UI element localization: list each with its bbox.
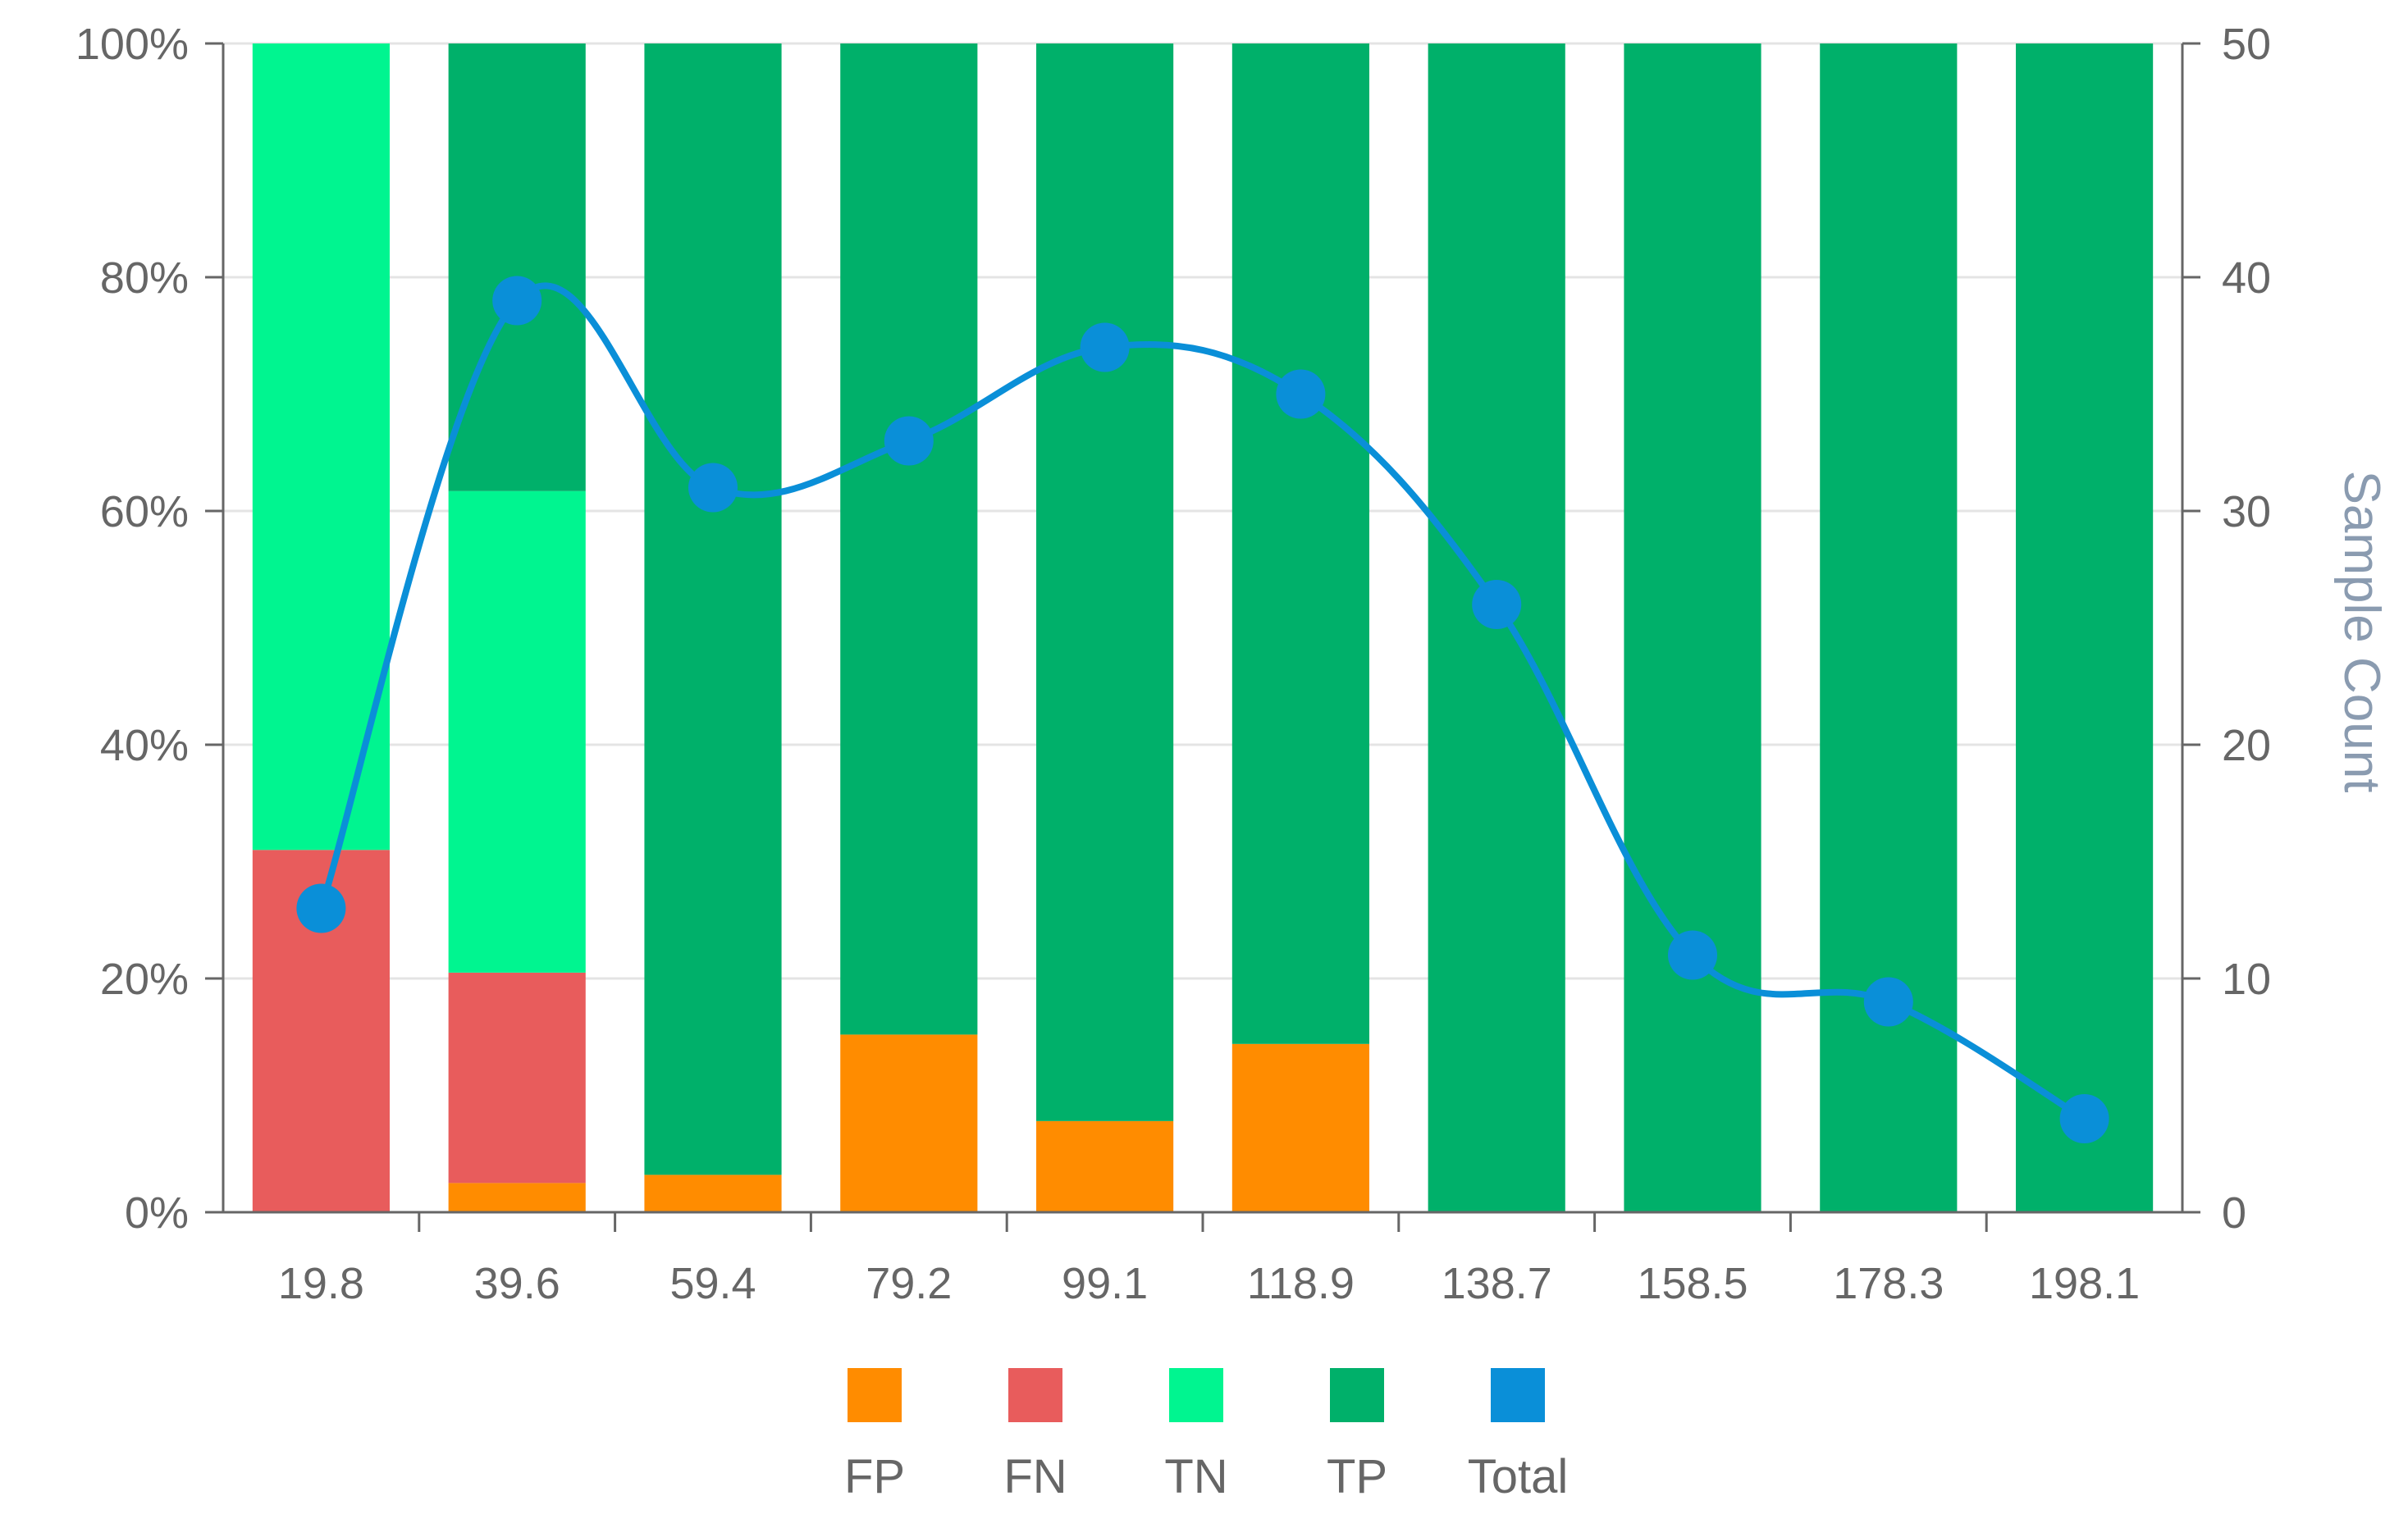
legend-swatch-fn (1008, 1368, 1062, 1422)
total-point[interactable] (1863, 977, 1913, 1027)
bar-segment-fp[interactable] (1231, 1043, 1369, 1212)
total-point[interactable] (688, 463, 738, 513)
legend-label-tn[interactable]: TN (1164, 1450, 1227, 1503)
total-point[interactable] (1080, 322, 1130, 372)
legend-label-total[interactable]: Total (1468, 1450, 1569, 1503)
left-tick-label: 40% (100, 721, 189, 770)
bar-series-group (252, 43, 2154, 1212)
x-tick-label: 138.7 (1442, 1259, 1552, 1308)
right-tick-label: 0 (2222, 1188, 2246, 1238)
bar-segment-fp[interactable] (448, 1183, 586, 1212)
x-tick-label: 118.9 (1247, 1259, 1355, 1308)
x-tick-label: 198.1 (2029, 1259, 2140, 1308)
axes (205, 42, 2200, 1232)
right-tick-label: 10 (2222, 955, 2271, 1004)
total-point[interactable] (492, 276, 542, 326)
legend: FP FN TN TP Total (844, 1368, 1568, 1503)
bar-segment-tp[interactable] (840, 43, 978, 1035)
total-point[interactable] (884, 416, 934, 466)
x-tick-label: 99.1 (1062, 1259, 1148, 1308)
total-point[interactable] (1668, 930, 1717, 980)
total-line-series (296, 276, 2109, 1143)
right-tick-label: 20 (2222, 721, 2271, 770)
total-point[interactable] (2059, 1094, 2109, 1143)
total-point[interactable] (296, 883, 346, 933)
legend-swatch-tp (1330, 1368, 1384, 1422)
right-tick-label: 30 (2222, 487, 2271, 536)
x-tick-label: 59.4 (669, 1259, 756, 1308)
legend-swatch-fp (848, 1368, 902, 1422)
x-tick-label: 39.6 (474, 1259, 560, 1308)
left-tick-label: 100% (75, 20, 189, 69)
tick-labels: 0% 20% 40% 60% 80% 100% 0 10 20 30 40 50 19.8 39.6 59.… (75, 20, 2271, 1308)
bar-segment-tp[interactable] (1036, 43, 1174, 1121)
bar-segment-fp[interactable] (1036, 1120, 1174, 1212)
legend-swatch-total (1491, 1368, 1545, 1422)
legend-swatch-tn (1169, 1368, 1223, 1422)
left-tick-label: 0% (125, 1188, 189, 1238)
bar-segment-fp[interactable] (840, 1034, 978, 1212)
x-tick-label: 79.2 (866, 1259, 952, 1308)
right-axis-title: Sample Count (2333, 471, 2390, 793)
bar-segment-tn[interactable] (448, 490, 586, 973)
bar-segment-fn[interactable] (448, 972, 586, 1184)
bar-segment-tp[interactable] (1820, 43, 1958, 1212)
bar-segment-tp[interactable] (448, 43, 586, 491)
left-tick-label: 80% (100, 253, 189, 303)
legend-label-fn[interactable]: FN (1003, 1450, 1067, 1503)
total-point[interactable] (1276, 369, 1326, 419)
x-tick-label: 158.5 (1637, 1259, 1748, 1308)
bar-segment-tp[interactable] (644, 43, 782, 1175)
left-tick-label: 20% (100, 955, 189, 1004)
total-point[interactable] (1472, 580, 1522, 629)
right-tick-label: 40 (2222, 253, 2271, 303)
bar-segment-tp[interactable] (1624, 43, 1761, 1212)
bar-segment-fp[interactable] (644, 1175, 782, 1212)
bar-segment-tp[interactable] (2016, 43, 2154, 1212)
right-tick-label: 50 (2222, 20, 2271, 69)
legend-label-fp[interactable]: FP (844, 1450, 905, 1503)
left-tick-label: 60% (100, 487, 189, 536)
x-tick-label: 19.8 (278, 1259, 364, 1308)
x-tick-label: 178.3 (1833, 1259, 1944, 1308)
legend-label-tp[interactable]: TP (1327, 1450, 1387, 1503)
bar-segment-tp[interactable] (1231, 43, 1369, 1044)
bar-segment-tn[interactable] (252, 43, 390, 851)
